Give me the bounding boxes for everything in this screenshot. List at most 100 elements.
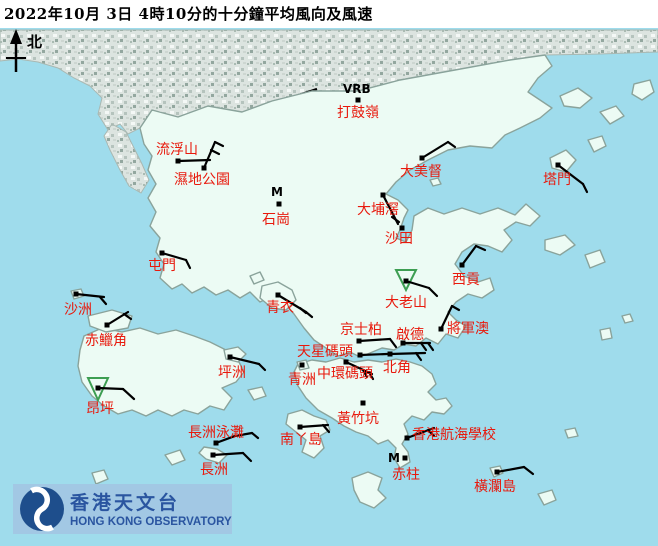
wind-barb-staff: [96, 386, 125, 391]
logo-english-name: HONG KONG OBSERVATORY: [70, 516, 232, 528]
station-dot: [404, 435, 410, 441]
station-hk-sea-school: 香港航海學校: [404, 426, 496, 443]
wind-barb-tick: [446, 140, 457, 149]
station-dot: [357, 352, 363, 358]
station-tseung-kwan-o: 將軍澳: [438, 304, 489, 337]
wind-barb-staff: [460, 244, 478, 267]
station-label: 西貢: [452, 272, 480, 288]
station-label: 赤鱲角: [85, 333, 127, 349]
wind-barb-staff: [404, 279, 431, 290]
wind-barb-staff: [358, 352, 389, 357]
station-tai-po-kau: 大埔滘: [357, 192, 401, 226]
station-label: 屯門: [148, 258, 176, 274]
station-dot: [275, 292, 281, 298]
station-dot: [438, 326, 444, 332]
wind-barb-tick: [213, 140, 225, 148]
wind-barb-tick: [321, 423, 331, 434]
station-cheung-chau-beach: 長洲泳灘: [188, 425, 260, 446]
station-dot: [459, 262, 465, 268]
wind-barb-tick: [427, 286, 439, 298]
elevation-triangle-icon: [394, 269, 418, 293]
station-dot: [387, 351, 393, 357]
wind-barb-tick: [367, 370, 375, 381]
station-label: 打鼓嶺: [337, 104, 379, 121]
station-lamma-island: 南丫島: [280, 423, 331, 448]
station-lau-fau-shan: 流浮山: [156, 142, 212, 164]
wind-barb-tick: [121, 387, 136, 401]
station-label: 北角: [383, 360, 411, 376]
wind-barb-tick: [209, 148, 221, 156]
station-tuen-mun: 屯門: [148, 250, 192, 274]
station-dot: [201, 165, 207, 171]
wind-barb-tick: [450, 304, 461, 312]
wind-barb-tick: [298, 306, 308, 315]
station-dot: [210, 452, 216, 458]
station-sha-tin: 沙田: [385, 225, 413, 247]
land-lamma: [285, 409, 331, 459]
station-dot: [419, 155, 425, 161]
north-arrow-label: 北: [27, 33, 42, 51]
wind-barb-staff: [420, 140, 450, 160]
station-dot: [555, 162, 561, 168]
station-dot: [494, 469, 500, 475]
station-label: 京士柏: [340, 322, 382, 338]
wind-barb-staff: [439, 304, 454, 331]
hko-logo: 香港天文台 HONG KONG OBSERVATORY: [13, 484, 232, 534]
station-label: 香港航海學校: [412, 426, 496, 443]
station-tsing-yi: 青衣: [266, 292, 314, 319]
wind-barb-tick: [250, 431, 260, 440]
station-dot: [213, 440, 219, 446]
station-dot: [95, 385, 101, 391]
station-flag: VRB: [343, 82, 371, 96]
wind-barb-staff: [176, 158, 212, 163]
station-label: 大老山: [385, 295, 427, 311]
station-dot: [400, 340, 406, 346]
wind-barb-tick: [581, 182, 589, 194]
station-label: 中環碼頭: [317, 366, 373, 382]
station-central-pier: 中環碼頭: [317, 359, 375, 382]
station-tap-mun: 塔門: [543, 162, 589, 194]
wind-barb-staff: [495, 465, 526, 474]
station-label: 石崗: [262, 212, 290, 228]
station-dot: [227, 354, 233, 360]
station-label: 流浮山: [156, 142, 198, 158]
station-label: 昂坪: [86, 401, 114, 417]
station-waglan-island: 橫瀾島: [474, 465, 535, 495]
station-dot: [402, 455, 408, 461]
station-label: 南丫島: [280, 432, 322, 448]
north-arrow: 北: [6, 29, 42, 72]
station-dot: [299, 362, 305, 368]
land-lantau: [77, 327, 245, 417]
station-label: 沙洲: [64, 302, 92, 318]
page-title: 2022年10月 3日 4時10分的十分鐘平均風向及風速: [4, 5, 373, 23]
station-label: 大美督: [400, 164, 442, 180]
wind-barb-staff: [388, 351, 427, 356]
wind-barb-tick: [241, 451, 253, 463]
station-tai-mei-tuk: 大美督: [400, 140, 457, 180]
station-dot: [297, 424, 303, 430]
wind-barb-staff: [357, 337, 392, 343]
station-kings-park: 京士柏: [340, 322, 398, 349]
hko-swirl-icon: [30, 486, 54, 532]
station-label: 啟德: [396, 327, 424, 343]
station-cheung-chau: 長洲: [200, 451, 253, 478]
urban-area-peninsula: [103, 123, 150, 194]
station-label: 青洲: [288, 372, 316, 388]
station-chek-lap-kok: 赤鱲角: [85, 310, 133, 349]
station-dot: [403, 278, 409, 284]
station-flag: M: [271, 185, 283, 199]
station-label: 長洲: [200, 462, 228, 478]
station-label: 塔門: [543, 172, 571, 188]
wind-barb-tick: [257, 362, 267, 372]
station-dot: [276, 201, 282, 207]
station-dot: [356, 338, 362, 344]
north-arrowhead-icon: [10, 29, 22, 44]
station-stanley: 赤柱 M: [388, 451, 420, 483]
wind-barb-staff: [211, 451, 245, 457]
wind-barb-tick: [98, 295, 108, 306]
station-label: 赤柱: [392, 467, 420, 483]
station-ta-kwu-ling: 打鼓嶺 VRB: [337, 82, 379, 121]
station-label: 坪洲: [218, 365, 246, 381]
